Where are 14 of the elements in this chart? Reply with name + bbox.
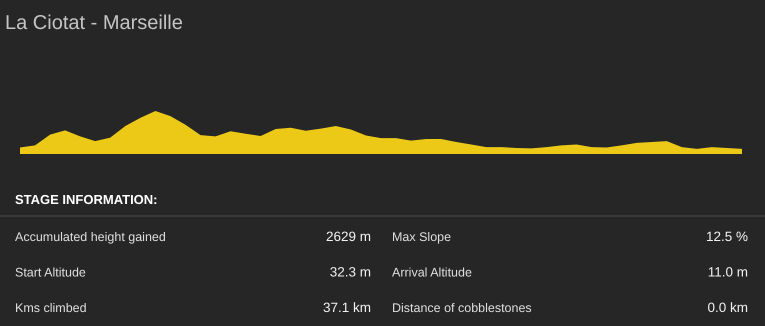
text: 32.3 m [330, 264, 371, 280]
text: STAGE INFORMATION: [15, 192, 158, 207]
text: Distance of cobblestones [392, 301, 532, 315]
text: Start Altitude [15, 266, 86, 280]
text: 11.0 m [708, 264, 748, 280]
text: 0.0 km [707, 300, 748, 315]
text: 2629 m [326, 229, 371, 244]
text: Accumulated height gained [15, 230, 166, 244]
text: Arrival Altitude [392, 266, 472, 280]
chart-title: La Ciotat - Marseille [5, 12, 183, 34]
text: 37.1 km [322, 300, 371, 315]
text: 12.5 % [706, 229, 748, 244]
text: Kms climbed [15, 301, 87, 315]
text: Max Slope [392, 230, 452, 244]
